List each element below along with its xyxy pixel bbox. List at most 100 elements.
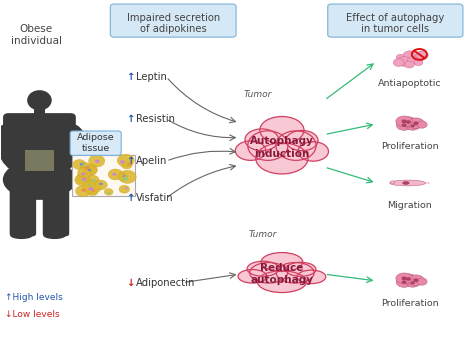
FancyBboxPatch shape xyxy=(9,174,36,236)
Ellipse shape xyxy=(235,141,266,160)
Ellipse shape xyxy=(73,160,86,170)
Text: ↑: ↑ xyxy=(126,156,134,166)
Circle shape xyxy=(123,177,128,181)
FancyBboxPatch shape xyxy=(34,102,45,119)
Circle shape xyxy=(120,160,125,163)
Ellipse shape xyxy=(406,278,419,287)
FancyBboxPatch shape xyxy=(25,150,54,171)
Ellipse shape xyxy=(276,131,316,160)
Ellipse shape xyxy=(94,180,107,190)
Circle shape xyxy=(397,57,411,66)
Text: ↑: ↑ xyxy=(126,114,134,124)
Circle shape xyxy=(82,180,84,181)
FancyBboxPatch shape xyxy=(72,155,135,196)
Circle shape xyxy=(401,280,407,284)
Text: Visfatin: Visfatin xyxy=(137,193,174,203)
Text: ↓: ↓ xyxy=(126,278,134,287)
Ellipse shape xyxy=(276,262,314,283)
Ellipse shape xyxy=(85,166,97,175)
Ellipse shape xyxy=(89,155,105,167)
Ellipse shape xyxy=(10,232,33,239)
Text: Obese
individual: Obese individual xyxy=(10,24,62,46)
FancyBboxPatch shape xyxy=(43,174,69,236)
Text: ↑: ↑ xyxy=(126,72,134,82)
Circle shape xyxy=(406,277,411,281)
Ellipse shape xyxy=(250,262,288,283)
Ellipse shape xyxy=(27,90,52,111)
Circle shape xyxy=(128,163,130,165)
Ellipse shape xyxy=(0,116,81,179)
Ellipse shape xyxy=(118,170,136,183)
Ellipse shape xyxy=(396,273,412,284)
Text: Effect of autophagy
in tumor cells: Effect of autophagy in tumor cells xyxy=(346,13,445,34)
Ellipse shape xyxy=(117,154,134,167)
Ellipse shape xyxy=(87,188,98,196)
Circle shape xyxy=(108,192,110,194)
Ellipse shape xyxy=(286,131,318,151)
Circle shape xyxy=(405,61,414,68)
Ellipse shape xyxy=(261,253,303,272)
Text: Proliferation: Proliferation xyxy=(381,299,438,308)
Circle shape xyxy=(406,120,411,124)
Ellipse shape xyxy=(119,185,129,193)
Text: Reduce
autophagy: Reduce autophagy xyxy=(250,263,313,285)
Text: Adiponectin: Adiponectin xyxy=(137,278,196,287)
Text: ↓Low levels: ↓Low levels xyxy=(5,310,60,319)
Ellipse shape xyxy=(83,180,101,194)
Circle shape xyxy=(88,169,91,172)
Ellipse shape xyxy=(77,177,86,184)
Ellipse shape xyxy=(77,173,89,182)
Ellipse shape xyxy=(390,180,426,186)
Ellipse shape xyxy=(3,159,76,200)
Circle shape xyxy=(85,166,89,170)
Circle shape xyxy=(81,173,85,176)
Ellipse shape xyxy=(396,116,412,127)
Circle shape xyxy=(401,277,407,280)
Text: Adipose
tissue: Adipose tissue xyxy=(77,134,115,153)
Circle shape xyxy=(112,173,116,176)
Circle shape xyxy=(82,189,86,192)
Circle shape xyxy=(396,54,405,60)
Ellipse shape xyxy=(406,121,419,130)
FancyBboxPatch shape xyxy=(70,131,121,155)
Circle shape xyxy=(401,123,407,127)
Ellipse shape xyxy=(408,118,424,128)
Circle shape xyxy=(413,55,424,62)
Ellipse shape xyxy=(256,143,308,174)
Ellipse shape xyxy=(402,181,410,185)
Circle shape xyxy=(417,278,427,285)
Circle shape xyxy=(413,121,419,125)
Ellipse shape xyxy=(257,271,307,293)
Ellipse shape xyxy=(396,120,412,130)
Circle shape xyxy=(414,59,423,65)
Ellipse shape xyxy=(82,164,97,175)
Ellipse shape xyxy=(238,270,267,283)
Ellipse shape xyxy=(121,161,132,169)
Ellipse shape xyxy=(286,262,316,276)
Circle shape xyxy=(82,178,85,180)
Text: Tumor: Tumor xyxy=(249,230,277,239)
Ellipse shape xyxy=(247,261,279,276)
Circle shape xyxy=(401,119,407,123)
Circle shape xyxy=(410,281,415,284)
Circle shape xyxy=(393,59,404,66)
Polygon shape xyxy=(53,147,120,176)
Circle shape xyxy=(123,175,125,177)
Ellipse shape xyxy=(104,188,113,195)
Ellipse shape xyxy=(408,275,424,286)
Circle shape xyxy=(88,184,91,186)
Text: Proliferation: Proliferation xyxy=(381,142,438,151)
Ellipse shape xyxy=(75,174,90,186)
Ellipse shape xyxy=(71,125,93,167)
Ellipse shape xyxy=(108,169,123,180)
FancyBboxPatch shape xyxy=(110,4,236,37)
Ellipse shape xyxy=(85,180,94,187)
Ellipse shape xyxy=(298,142,328,161)
Text: Autophagy
induction: Autophagy induction xyxy=(250,136,314,159)
Circle shape xyxy=(99,183,103,185)
Circle shape xyxy=(92,190,95,192)
Polygon shape xyxy=(425,182,429,184)
Text: Migration: Migration xyxy=(387,201,432,210)
Text: Impaired secretion
of adipokines: Impaired secretion of adipokines xyxy=(127,13,220,34)
Ellipse shape xyxy=(43,232,66,239)
